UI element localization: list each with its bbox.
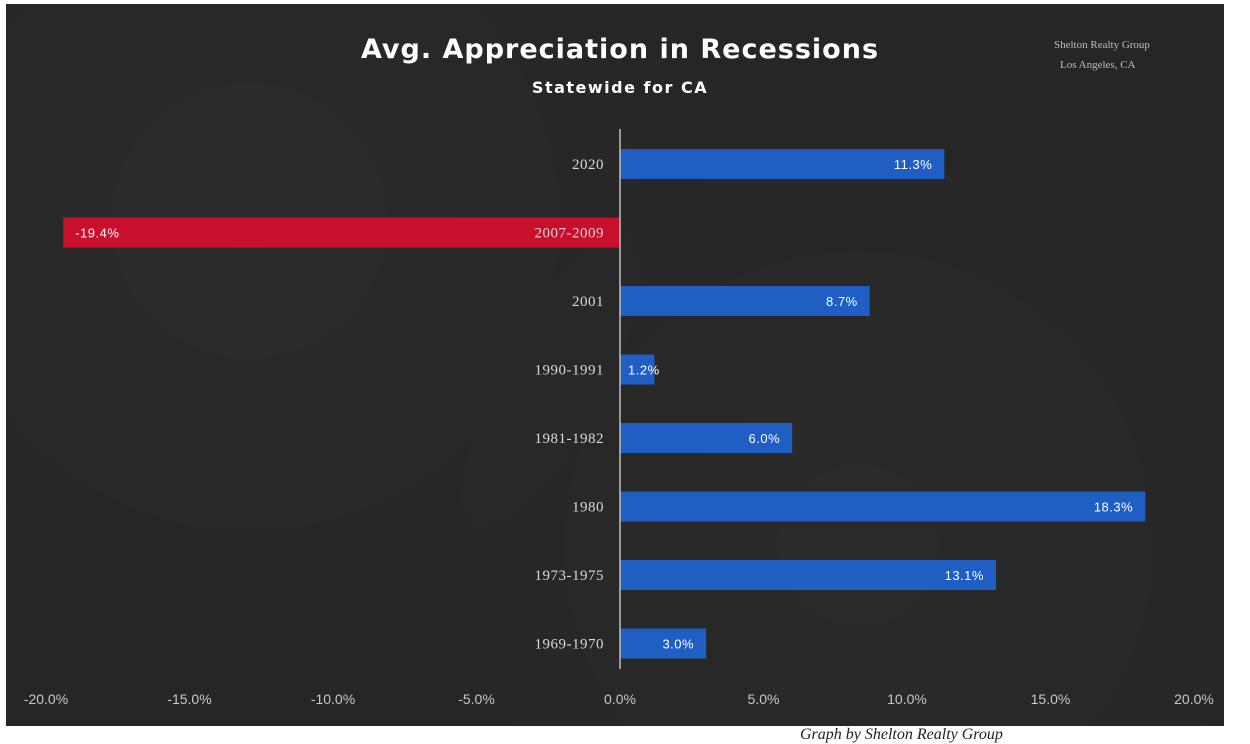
chart-title: Avg. Appreciation in Recessions [361, 34, 879, 65]
x-tick-label: 5.0% [748, 691, 780, 707]
category-label: 1990-1991 [535, 363, 605, 379]
bar-1969-1970 [620, 628, 707, 659]
footer-credit: Graph by Shelton Realty Group [800, 726, 1003, 743]
chart-subtitle: Statewide for CA [532, 78, 708, 97]
data-label: 3.0% [662, 637, 694, 652]
watermark-line-1: Shelton Realty Group [1054, 39, 1150, 51]
x-tick-label: -10.0% [311, 691, 355, 707]
data-label: 13.1% [945, 568, 984, 583]
x-tick-label: 10.0% [887, 691, 927, 707]
category-label: 1980 [572, 500, 604, 516]
category-label: 2001 [572, 294, 604, 310]
category-label: 1981-1982 [535, 431, 605, 447]
x-axis-ticks: -20.0% -15.0% -10.0% -5.0% 0.0% 5.0% 10.0% 15.0… [24, 691, 1214, 707]
x-tick-label: 20.0% [1174, 691, 1214, 707]
chart-frame: Avg. Appreciation in Recessions Statewid… [6, 4, 1224, 726]
category-label: 1969-1970 [535, 637, 605, 653]
data-label: 1.2% [628, 363, 660, 378]
category-labels: 2020 2007-2009 2001 1990-1991 1981-1982 1980 1… [535, 157, 605, 653]
bar-1990-1991 [620, 354, 655, 385]
x-tick-label: -15.0% [167, 691, 211, 707]
data-labels: 11.3% -19.4% 8.7% 1.2% 6.0% 18.3% 13.1% 3.0% [75, 157, 1133, 652]
x-tick-label: -5.0% [458, 691, 495, 707]
bar-2007-2009 [63, 217, 621, 248]
category-label: 2020 [572, 157, 604, 173]
data-label: 6.0% [749, 431, 781, 446]
data-label: 18.3% [1094, 500, 1133, 515]
x-tick-label: 0.0% [604, 691, 636, 707]
bar-1973-1975 [620, 560, 996, 590]
data-label: 8.7% [826, 294, 858, 309]
x-tick-label: -20.0% [24, 691, 68, 707]
data-label: -19.4% [75, 226, 119, 241]
bars-layer [63, 149, 1146, 659]
category-label: 1973-1975 [535, 568, 605, 584]
watermark-line-2: Los Angeles, CA [1060, 59, 1136, 71]
data-label: 11.3% [894, 157, 932, 172]
x-tick-label: 15.0% [1031, 691, 1071, 707]
bar-1981-1982 [620, 423, 793, 453]
bar-2001 [620, 286, 870, 316]
bar-1980 [620, 491, 1146, 522]
bar-2020 [620, 149, 945, 179]
category-label: 2007-2009 [535, 226, 605, 242]
bar-chart: Avg. Appreciation in Recessions Statewid… [24, 34, 1214, 707]
